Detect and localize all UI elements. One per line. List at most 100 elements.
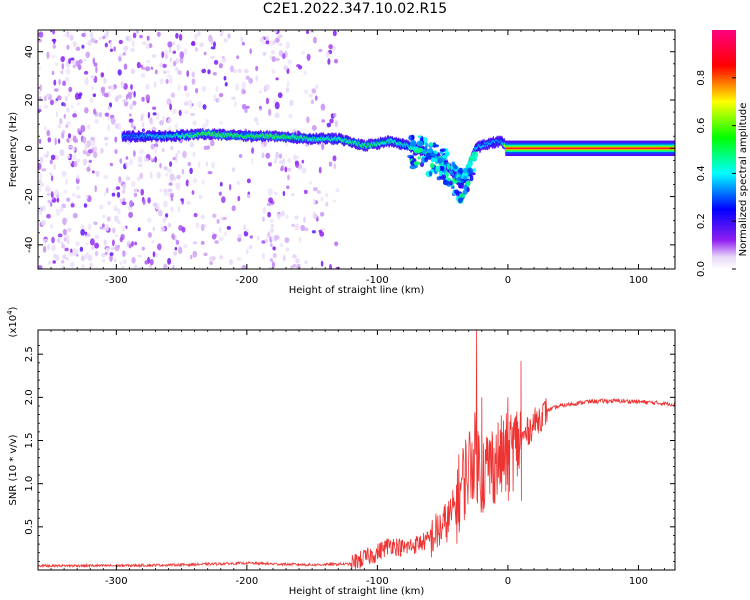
heatmap-cell [62, 129, 66, 134]
heatmap-cell [256, 236, 260, 241]
heatmap-cell [185, 92, 190, 98]
heatmap-cell [56, 95, 62, 101]
heatmap-cell [98, 112, 102, 118]
heatmap-cell [130, 68, 136, 75]
heatmap-cell [177, 84, 181, 92]
heatmap-cell [210, 38, 214, 45]
heatmap-cell [172, 108, 177, 115]
heatmap-cell [49, 159, 53, 165]
heatmap-cell [88, 159, 93, 163]
heatmap-cell [312, 36, 317, 44]
heatmap-cell [213, 41, 216, 48]
heatmap-cell [466, 167, 474, 175]
heatmap-cell [192, 151, 196, 158]
heatmap-cell [93, 151, 98, 158]
heatmap-cell [265, 152, 271, 159]
heatmap-cell [51, 54, 56, 59]
heatmap-cell [186, 200, 192, 205]
heatmap-cell [94, 242, 99, 249]
heatmap-cell [218, 226, 222, 233]
heatmap-cell [285, 41, 290, 49]
heatmap-cell [329, 118, 334, 124]
heatmap-cell [328, 161, 333, 167]
heatmap-cell [102, 227, 106, 231]
heatmap-cell [243, 68, 249, 74]
heatmap-cell [163, 200, 168, 208]
heatmap-cell [241, 88, 246, 95]
heatmap-cell [175, 182, 179, 189]
heatmap-cell [60, 205, 64, 213]
heatmap-cell [236, 180, 240, 186]
heatmap-cell [243, 224, 247, 231]
heatmap-cell [245, 105, 250, 109]
heatmap-cell [38, 31, 44, 38]
snr-x-tick-label: 100 [629, 576, 648, 587]
heatmap-cell [187, 161, 192, 167]
heatmap-cell [117, 94, 123, 99]
heatmap-cell [122, 183, 127, 191]
heatmap-cell [456, 182, 462, 186]
heatmap-cell [290, 265, 294, 269]
colorbar-tick-label: 0.6 [696, 118, 707, 134]
heatmap-cell [72, 154, 77, 161]
heatmap-cell [449, 180, 453, 186]
heatmap-cell [65, 67, 71, 75]
heatmap-cell [463, 184, 468, 191]
heatmap-cell [259, 36, 264, 44]
heatmap-cell [172, 264, 175, 269]
heatmap-cell [325, 201, 329, 207]
heatmap-cell [306, 30, 309, 34]
heatmap-cell [54, 154, 59, 161]
heatmap-cell [311, 230, 316, 234]
heatmap-cell [55, 208, 61, 213]
heatmap-cell [48, 261, 51, 265]
heatmap-cell [320, 103, 326, 111]
heatmap-cell [319, 231, 325, 237]
heatmap-cell [430, 153, 437, 157]
heatmap-cell [103, 191, 107, 197]
heatmap-cell [83, 203, 88, 208]
heatmap-cell [285, 87, 290, 94]
colorbar [712, 30, 736, 269]
heatmap-cell [159, 120, 164, 126]
heatmap-cell [73, 161, 78, 168]
heatmap-cell [306, 116, 310, 124]
heatmap-cell [175, 32, 179, 39]
heatmap-cell [145, 43, 150, 50]
heatmap-cell [106, 124, 111, 131]
heatmap-cell [161, 51, 165, 59]
heatmap-cell [241, 81, 247, 89]
heatmap-cell [137, 155, 143, 164]
heatmap-cell [110, 247, 116, 251]
heatmap-cell [85, 242, 89, 246]
heatmap-cell [273, 30, 278, 34]
heatmap-cell [167, 118, 173, 123]
heatmap-cell [82, 158, 88, 166]
heatmap-cell [40, 219, 46, 226]
heatmap-cell [189, 142, 194, 148]
heatmap-cell [300, 224, 306, 232]
heatmap-y-tick-label: 40 [24, 45, 35, 58]
heatmap-x-axis-label: Height of straight line (km) [289, 285, 425, 296]
heatmap-cell [154, 156, 158, 163]
heatmap-cell [214, 240, 219, 244]
heatmap-cell [62, 228, 67, 236]
heatmap-cell [125, 94, 129, 100]
heatmap-cell [147, 232, 152, 238]
heatmap-cell [283, 65, 289, 71]
heatmap-cell [463, 176, 468, 180]
heatmap-cell [248, 77, 253, 84]
heatmap-cell [140, 72, 146, 79]
heatmap-cell [52, 260, 56, 264]
heatmap-cell [103, 174, 108, 180]
heatmap-cell [123, 83, 128, 90]
snr-x-tick-label: -300 [105, 576, 128, 587]
heatmap-cell [71, 192, 76, 198]
heatmap-cell [201, 68, 207, 74]
heatmap-cell [160, 226, 165, 232]
heatmap-cell [45, 93, 51, 98]
heatmap-cell [118, 176, 122, 183]
heatmap-cell [278, 153, 283, 159]
heatmap-cell [422, 149, 426, 155]
heatmap-cell [119, 158, 123, 164]
